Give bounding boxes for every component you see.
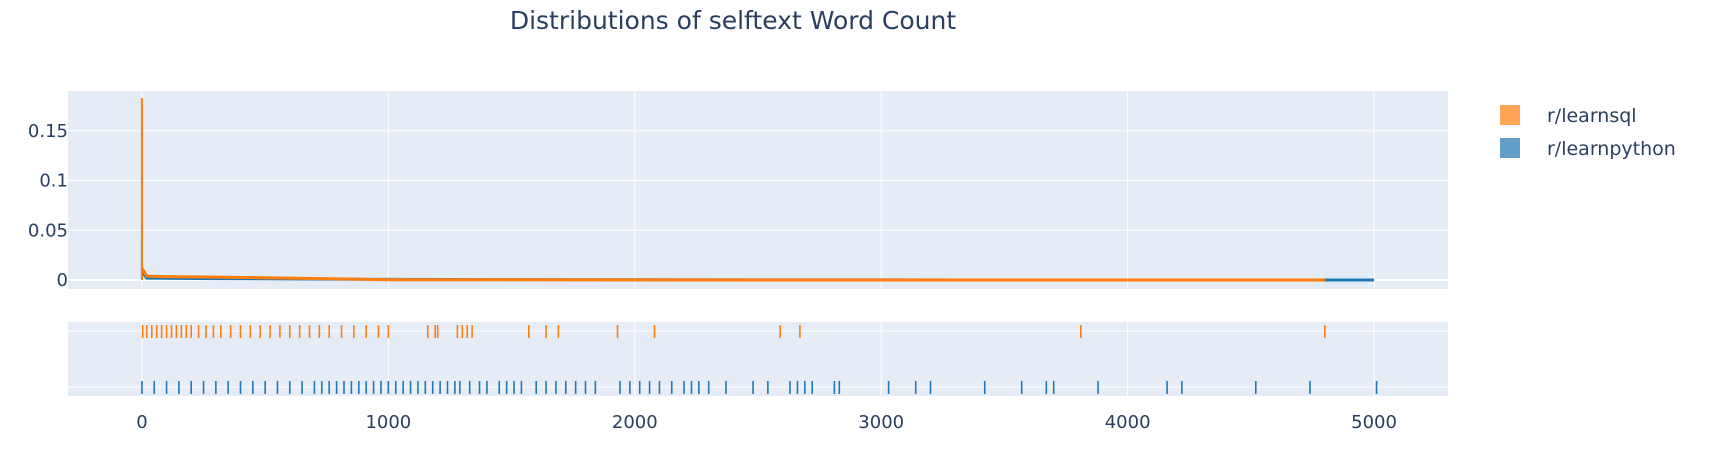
density-curves xyxy=(140,97,1375,282)
y-tick-label: 0 xyxy=(57,270,68,291)
legend-swatch-learnpython xyxy=(1500,138,1520,158)
density-plot-area xyxy=(68,91,1448,289)
y-tick-label: 0.1 xyxy=(39,171,68,192)
density-curve-learnsql xyxy=(140,267,1325,282)
legend-item-learnsql[interactable]: r/learnsql xyxy=(1500,105,1637,127)
legend-label-learnsql: r/learnsql xyxy=(1547,105,1637,127)
rug-plot-area xyxy=(68,322,1448,396)
legend: r/learnsql r/learnpython xyxy=(1500,105,1676,160)
x-tick-labels: 0 1000 2000 3000 4000 5000 xyxy=(136,412,1397,433)
x-tick-label: 4000 xyxy=(1105,412,1151,433)
y-tick-label: 0.15 xyxy=(28,121,68,142)
rug-gridlines xyxy=(68,330,1448,388)
legend-swatch-learnsql xyxy=(1500,105,1520,125)
legend-item-learnpython[interactable]: r/learnpython xyxy=(1500,138,1676,160)
x-tick-label: 2000 xyxy=(612,412,658,433)
y-tick-label: 0.05 xyxy=(28,220,68,241)
x-tick-label: 1000 xyxy=(365,412,411,433)
y-tick-labels: 0 0.05 0.1 0.15 xyxy=(28,121,68,291)
x-tick-label: 5000 xyxy=(1351,412,1397,433)
chart-title: Distributions of selftext Word Count xyxy=(510,6,957,35)
legend-label-learnpython: r/learnpython xyxy=(1547,138,1676,160)
rug-marks xyxy=(141,325,1378,394)
x-tick-label: 3000 xyxy=(858,412,904,433)
x-tick-label: 0 xyxy=(136,412,147,433)
x-gridlines xyxy=(141,91,1375,396)
